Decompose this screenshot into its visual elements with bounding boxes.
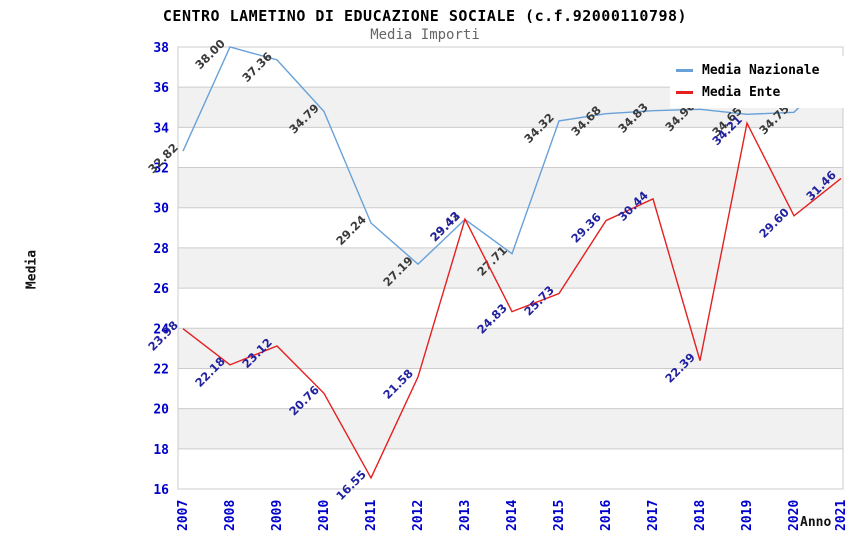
svg-text:34: 34: [153, 121, 169, 136]
svg-text:2014: 2014: [505, 500, 520, 531]
svg-text:26: 26: [153, 282, 169, 297]
y-axis-tick-labels: 38 36 34 32 30 28 26 24 22 20 18 16: [153, 41, 169, 498]
svg-text:29.24: 29.24: [333, 212, 369, 248]
plot-border: [177, 46, 844, 490]
svg-text:36: 36: [153, 81, 169, 96]
x-axis-tick-labels: 2007 2008 2009 2010 2011 2012 2013 2014 2015 2016…: [176, 500, 849, 531]
chart-subtitle: Media Importi: [370, 27, 480, 43]
svg-text:2015: 2015: [552, 500, 567, 531]
svg-text:32: 32: [153, 162, 169, 177]
svg-text:30: 30: [153, 202, 169, 217]
svg-text:2018: 2018: [693, 500, 708, 531]
chart-title: CENTRO LAMETINO DI EDUCAZIONE SOCIALE (c…: [162, 7, 688, 25]
svg-text:24: 24: [153, 322, 169, 337]
svg-text:2010: 2010: [317, 500, 332, 531]
svg-text:2011: 2011: [364, 500, 379, 531]
svg-text:28: 28: [153, 242, 169, 257]
svg-text:2016: 2016: [599, 500, 614, 531]
svg-text:29.60: 29.60: [756, 205, 792, 241]
svg-text:29.36: 29.36: [568, 210, 604, 246]
series-media-nazionale: [182, 46, 842, 266]
svg-text:2017: 2017: [646, 500, 661, 531]
svg-text:2020: 2020: [787, 500, 802, 531]
svg-text:20: 20: [153, 403, 169, 418]
svg-text:2021: 2021: [834, 500, 849, 531]
svg-text:2012: 2012: [411, 500, 426, 531]
series-line-media-nazionale: [182, 46, 842, 266]
svg-text:2013: 2013: [458, 500, 473, 531]
legend-item-media-ente: Media Ente: [676, 81, 842, 103]
svg-text:22: 22: [153, 362, 169, 377]
legend-swatch-media-nazionale: [676, 68, 693, 72]
series-media-ente: [182, 121, 842, 480]
legend: Media Nazionale Media Ente: [670, 56, 848, 108]
svg-text:38: 38: [153, 41, 169, 56]
x-axis-title: Anno: [800, 515, 832, 530]
svg-text:2009: 2009: [270, 500, 285, 531]
legend-swatch-media-ente: [676, 90, 693, 94]
legend-label-media-nazionale: Media Nazionale: [702, 62, 820, 78]
plot-background: [178, 87, 843, 449]
series-line-media-ente: [182, 121, 842, 480]
svg-text:2007: 2007: [176, 500, 191, 531]
svg-text:16: 16: [153, 483, 169, 498]
svg-text:2019: 2019: [740, 500, 755, 531]
legend-item-media-nazionale: Media Nazionale: [676, 59, 842, 81]
svg-text:16.55: 16.55: [333, 467, 369, 503]
svg-text:2008: 2008: [223, 500, 238, 531]
svg-text:21.58: 21.58: [380, 366, 416, 402]
svg-text:18: 18: [153, 443, 169, 458]
y-axis-title: Media: [24, 249, 40, 290]
legend-label-media-ente: Media Ente: [702, 84, 781, 100]
